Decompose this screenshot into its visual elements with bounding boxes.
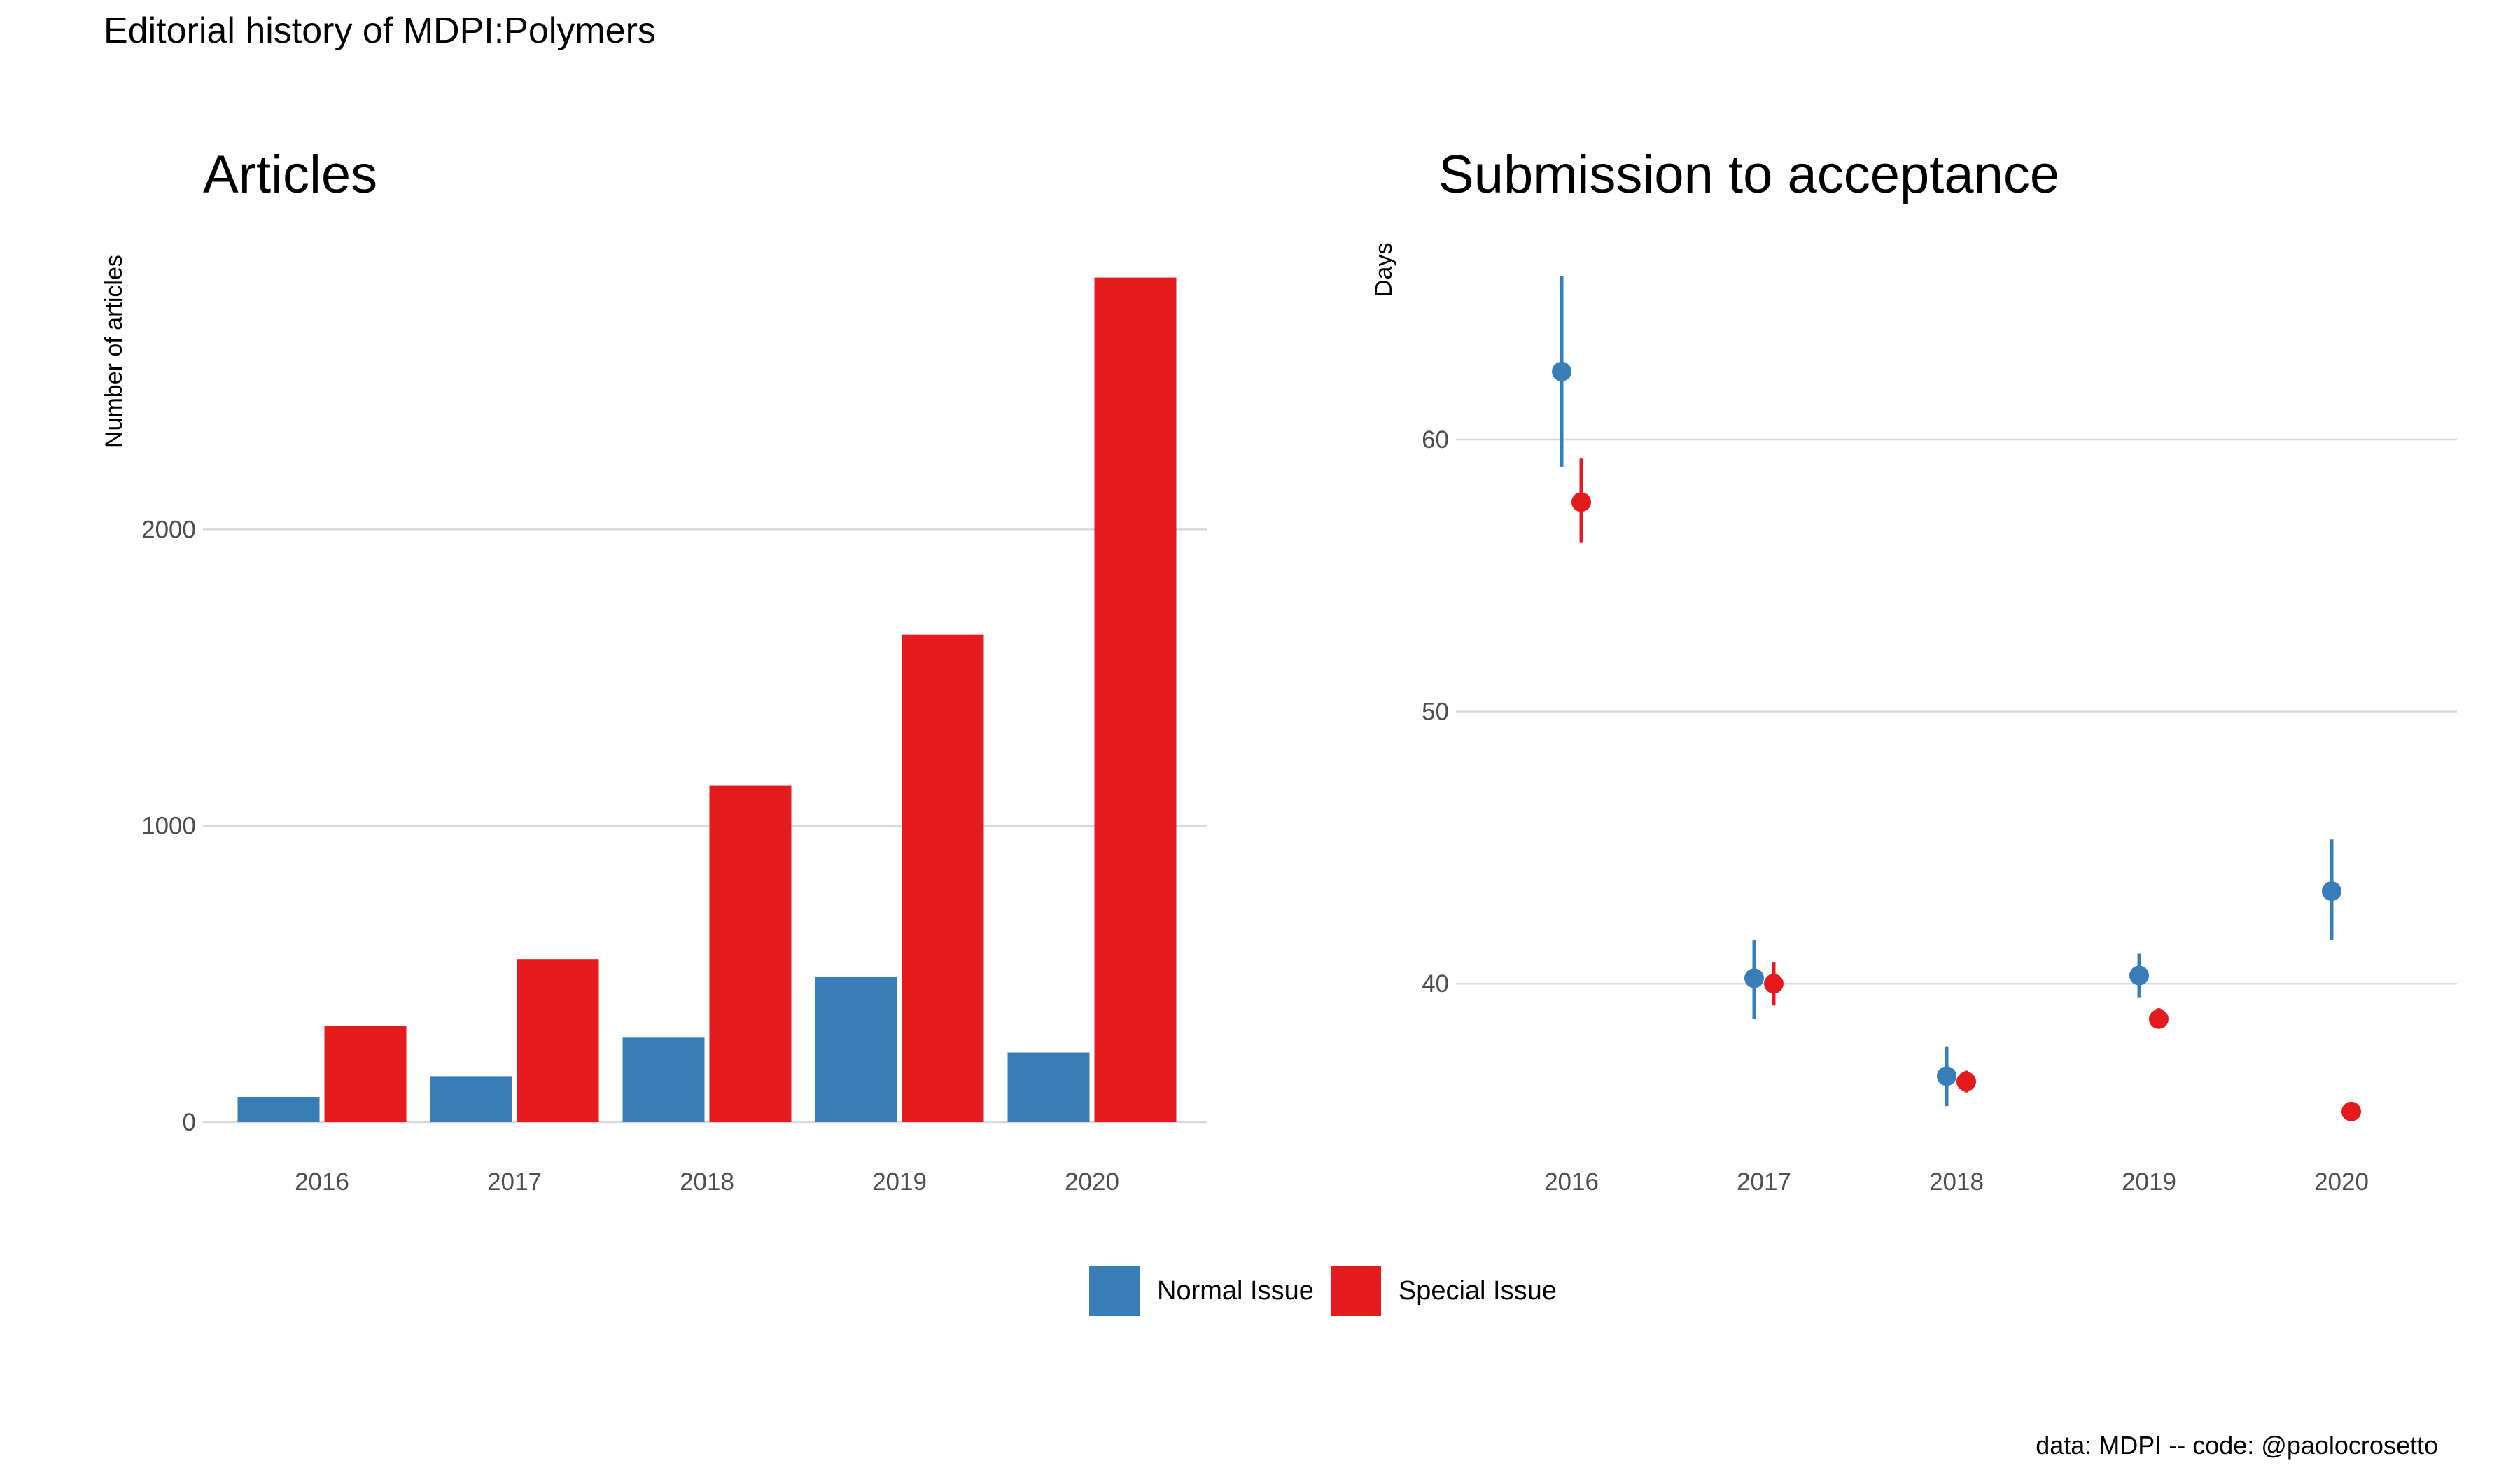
articles-x-tick-label: 2017 (487, 1168, 542, 1196)
articles-x-tick-label: 2020 (1065, 1168, 1119, 1196)
articles-y-tick-label: 0 (183, 1109, 196, 1136)
point-normal-issue-2018 (1937, 1066, 1956, 1086)
legend-item-special-issue: Special Issue (1330, 1266, 1557, 1316)
days-x-tick-label: 2017 (1737, 1168, 1791, 1196)
bar-special-issue-2018 (709, 785, 792, 1122)
articles-x-tick-label: 2019 (872, 1168, 927, 1196)
bar-normal-issue-2020 (1007, 1052, 1090, 1122)
bar-normal-issue-2016 (237, 1097, 320, 1122)
point-normal-issue-2016 (1552, 361, 1572, 382)
articles-x-tick-label: 2016 (295, 1168, 349, 1196)
legend-swatch-normal-issue (1089, 1266, 1140, 1316)
articles-y-tick-label: 1000 (141, 813, 196, 840)
articles-y-tick-label: 2000 (141, 516, 196, 543)
bar-special-issue-2016 (324, 1026, 407, 1122)
days-gridlines (1456, 438, 2457, 985)
point-special-issue-2016 (1572, 492, 1591, 512)
legend-item-normal-issue: Normal Issue (1089, 1266, 1314, 1316)
legend-swatch-special-issue (1330, 1266, 1381, 1316)
days-y-tick-label: 60 (1422, 426, 1449, 454)
point-special-issue-2020 (2342, 1101, 2361, 1121)
days-x-tick-label: 2020 (2314, 1168, 2369, 1196)
chart-title: Editorial history of MDPI:Polymers (104, 10, 656, 51)
bar-normal-issue-2017 (430, 1076, 512, 1122)
articles-panel-title: Articles (203, 145, 378, 204)
bar-special-issue-2017 (517, 959, 599, 1122)
days-x-tick-label: 2018 (1929, 1168, 1984, 1196)
articles-x-tick-label: 2018 (680, 1168, 734, 1196)
legend: Normal Issue Special Issue (1089, 1266, 1574, 1316)
articles-series-special-issue (324, 277, 1177, 1123)
legend-label-normal-issue: Normal Issue (1157, 1275, 1314, 1306)
days-series-special-issue (1572, 458, 2361, 1121)
bar-special-issue-2019 (902, 634, 984, 1122)
days-panel-title: Submission to acceptance (1438, 145, 2060, 204)
point-normal-issue-2019 (2129, 965, 2149, 986)
point-special-issue-2019 (2149, 1009, 2169, 1029)
point-special-issue-2017 (1764, 974, 1784, 994)
bar-special-issue-2020 (1094, 277, 1177, 1123)
days-series-normal-issue (1552, 276, 2342, 1107)
bar-normal-issue-2019 (815, 976, 897, 1122)
point-special-issue-2018 (1956, 1072, 1976, 1092)
bar-normal-issue-2018 (622, 1037, 705, 1122)
articles-series-normal-issue (237, 976, 1090, 1122)
legend-label-special-issue: Special Issue (1398, 1275, 1557, 1306)
caption: data: MDPI -- code: @paolocrosetto (2036, 1431, 2438, 1460)
point-normal-issue-2020 (2322, 881, 2342, 902)
days-y-tick-label: 40 (1422, 970, 1449, 997)
days-x-tick-label: 2019 (2122, 1168, 2176, 1196)
days-x-tick-label: 2016 (1544, 1168, 1599, 1196)
days-y-tick-label: 50 (1422, 699, 1449, 726)
point-normal-issue-2017 (1744, 968, 1764, 988)
